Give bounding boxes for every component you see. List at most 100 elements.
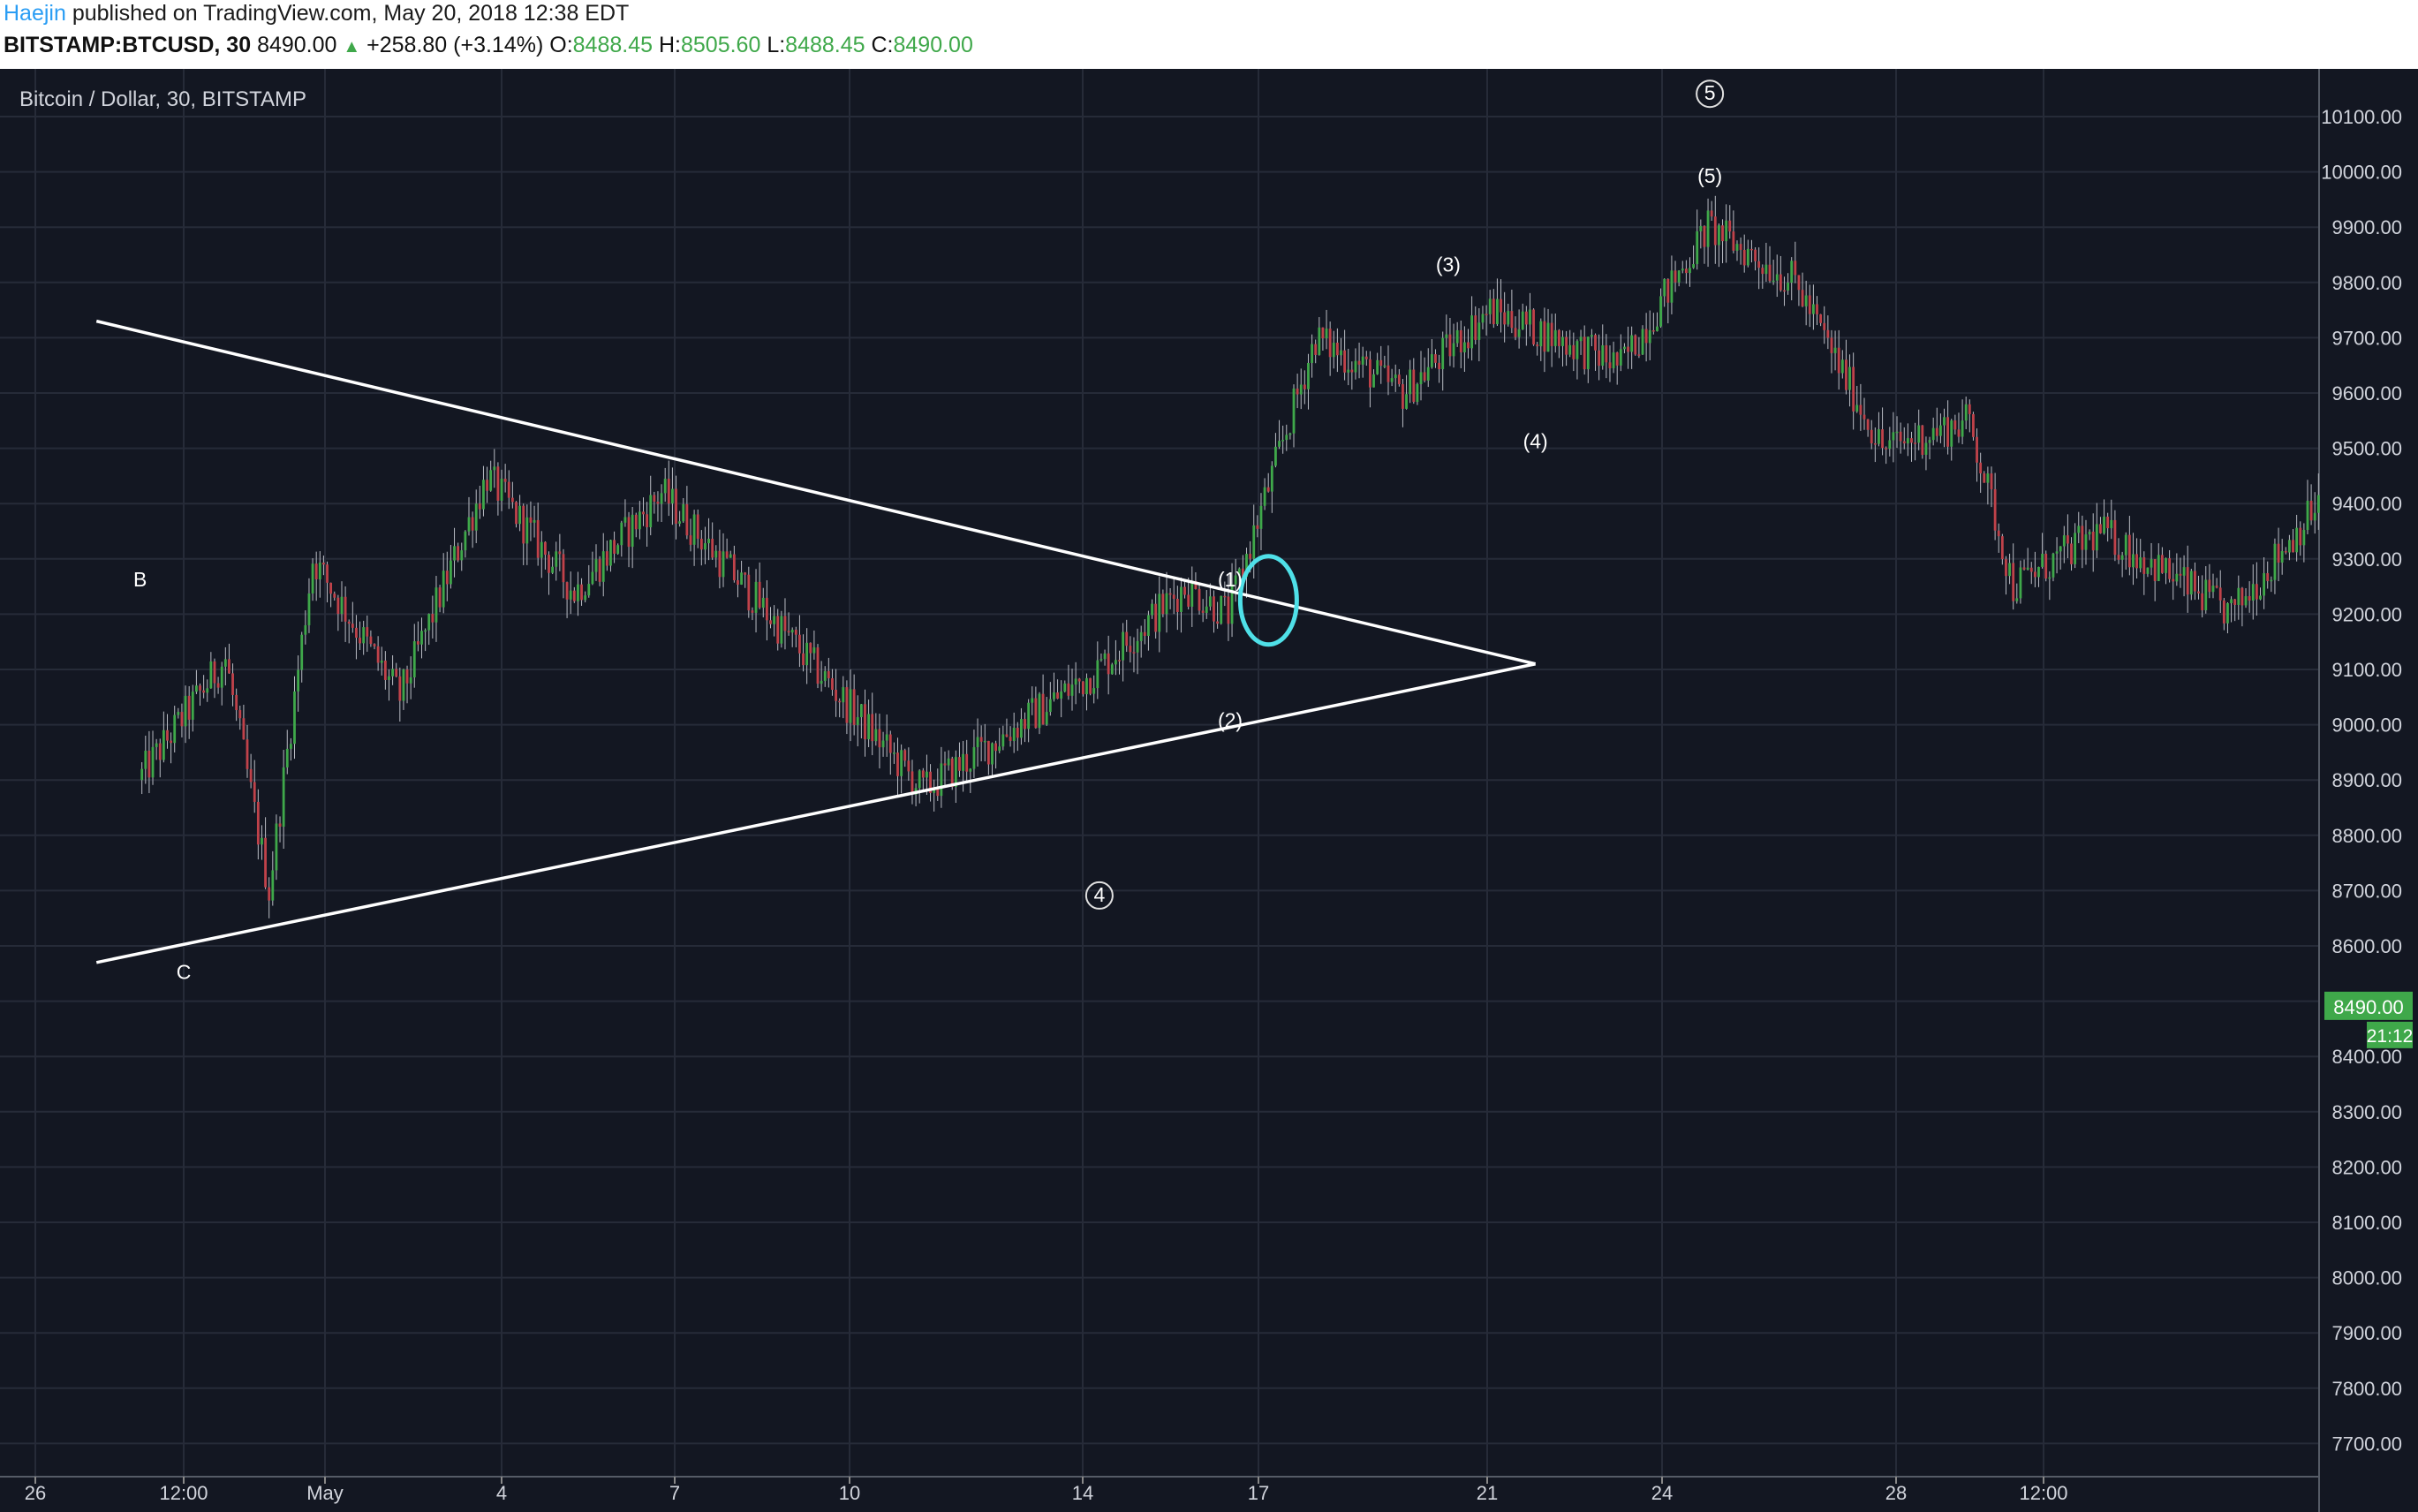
candle-body <box>1412 369 1416 403</box>
candle-body <box>2077 525 2081 533</box>
candle-body <box>671 488 674 504</box>
candle-body <box>896 752 899 776</box>
candle-body <box>864 704 866 740</box>
candle-body <box>1855 404 1859 412</box>
y-tick-label: 9600.00 <box>2331 382 2402 404</box>
candle-body <box>540 541 543 558</box>
candle-body <box>1689 268 1691 274</box>
candle-body <box>1906 438 1909 444</box>
candle-body <box>1659 296 1662 327</box>
candle-body <box>646 514 649 527</box>
candle-body <box>761 597 765 609</box>
candle-body <box>2091 532 2095 551</box>
candle-body <box>1252 525 1256 559</box>
candle-body <box>1147 615 1150 637</box>
candle-body <box>1139 631 1143 641</box>
candle-body <box>1852 367 1855 412</box>
candle-body <box>366 627 369 637</box>
annotation-label: 4 <box>1093 883 1105 906</box>
candle-body <box>1514 328 1517 337</box>
candle-body <box>562 554 565 583</box>
candle-body <box>1742 249 1746 266</box>
candle-body <box>2160 555 2164 573</box>
candle-body <box>649 495 653 527</box>
candle-body <box>2157 555 2160 581</box>
candle-body <box>1510 311 1514 329</box>
candle-body <box>206 688 209 693</box>
candle-body <box>1299 384 1303 395</box>
candle-body <box>355 627 358 639</box>
author-link[interactable]: Haejin <box>4 1 66 26</box>
candle-body <box>450 560 452 585</box>
candle-body <box>660 493 663 504</box>
candle-body <box>2103 516 2105 533</box>
candle-body <box>893 752 895 754</box>
candle-body <box>1507 311 1510 325</box>
candle-body <box>1136 640 1139 653</box>
chart-panel[interactable]: 10100.00 10000.00 9900.00 9800.00 9700.00 960… <box>0 69 2418 1512</box>
candle-body <box>1103 653 1107 660</box>
candle-body <box>900 750 903 776</box>
candle-body <box>1281 440 1285 442</box>
candle-body <box>765 597 768 621</box>
candle-body <box>1180 586 1183 612</box>
candle-body <box>2273 543 2277 580</box>
candle-body <box>1445 334 1448 338</box>
price-chart[interactable]: 10100.00 10000.00 9900.00 9800.00 9700.00 960… <box>0 69 2418 1512</box>
candle-body <box>1713 216 1717 246</box>
candle-body <box>231 673 234 695</box>
candle-body <box>326 564 329 583</box>
candle-body <box>478 503 481 510</box>
candle-body <box>1764 264 1768 275</box>
candle-body <box>638 511 641 530</box>
candle-body <box>518 505 521 525</box>
candle-body <box>2226 603 2229 624</box>
candle-body <box>758 581 761 609</box>
x-tick-label: 21 <box>1477 1482 1498 1504</box>
candle-body <box>696 514 699 539</box>
candle-body <box>2186 567 2189 595</box>
candle-body <box>1034 698 1038 729</box>
candle-body <box>1448 334 1452 357</box>
candle-body <box>238 710 242 719</box>
candle-body <box>1612 352 1615 368</box>
y-tick-label: 9900.00 <box>2331 216 2402 238</box>
candle-body <box>2008 563 2011 577</box>
candle-body <box>1416 383 1419 403</box>
candle-body <box>874 729 878 742</box>
candle-body <box>1492 299 1495 325</box>
candle-body <box>1619 349 1622 366</box>
candle-body <box>1041 693 1045 725</box>
candle-body <box>199 685 201 691</box>
candle-body <box>605 551 608 566</box>
candle-body <box>972 747 976 769</box>
candle-body <box>1972 413 1975 437</box>
candle-body <box>391 669 394 677</box>
annotation-label: (2) <box>1218 709 1243 732</box>
candle-body <box>936 789 940 797</box>
candle-body <box>416 641 419 645</box>
candle-body <box>496 466 500 501</box>
candle-body <box>827 670 830 678</box>
candle-body <box>2175 573 2179 582</box>
candle-body <box>2099 524 2102 533</box>
candle-body <box>627 517 631 548</box>
candle-body <box>1783 290 1786 292</box>
candle-body <box>577 584 579 601</box>
candle-body <box>1470 315 1474 349</box>
candle-body <box>2284 551 2287 553</box>
candle-body <box>307 593 311 625</box>
candle-body <box>209 661 213 689</box>
candle-body <box>1459 329 1462 352</box>
candle-body <box>1859 404 1863 415</box>
candle-body <box>1132 652 1136 654</box>
candle-body <box>1892 432 1895 441</box>
candle-body <box>140 768 144 781</box>
candle-body <box>667 479 670 504</box>
candle-body <box>369 636 373 645</box>
candle-body <box>1274 446 1277 466</box>
candle-body <box>859 704 863 718</box>
candle-body <box>434 587 438 623</box>
candle-body <box>1266 487 1270 492</box>
breakout-ellipse <box>1237 554 1299 647</box>
